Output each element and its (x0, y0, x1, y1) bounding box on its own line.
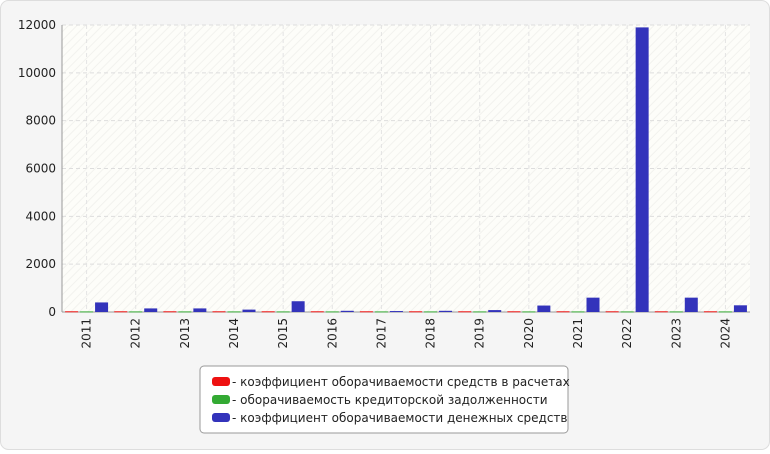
bar (507, 311, 521, 313)
bar (310, 311, 324, 313)
x-tick-label: 2011 (80, 318, 94, 349)
legend (199, 365, 569, 434)
x-tick-label: 2023 (669, 318, 683, 349)
bar (163, 311, 177, 313)
bar (389, 311, 403, 313)
bar (144, 308, 158, 312)
bar (718, 311, 732, 313)
bar (458, 311, 472, 313)
x-tick-label: 2021 (571, 318, 585, 349)
bar (261, 311, 275, 313)
x-tick-label: 2013 (178, 318, 192, 349)
bar (291, 301, 305, 312)
y-tick-label: 6000 (25, 162, 56, 176)
bar (620, 311, 634, 313)
bar (374, 311, 388, 313)
y-tick-label: 8000 (25, 114, 56, 128)
x-tick-label: 2012 (129, 318, 143, 349)
y-tick-label: 4000 (25, 209, 56, 223)
bar (473, 311, 487, 313)
bar (522, 311, 536, 313)
x-tick-label: 2014 (227, 318, 241, 349)
bar (114, 311, 128, 313)
bar (65, 311, 79, 313)
bar (212, 311, 226, 313)
bar (586, 297, 600, 312)
bar (488, 310, 502, 312)
legend-swatch (212, 395, 230, 404)
bar (325, 311, 339, 313)
bar (276, 311, 290, 313)
bar (178, 311, 192, 313)
legend-swatch (212, 377, 230, 386)
x-tick-label: 2016 (325, 318, 339, 349)
bar (684, 297, 698, 312)
y-tick-label: 12000 (18, 18, 56, 32)
legend-label: - оборачиваемость кредиторской задолженн… (232, 393, 548, 407)
y-tick-label: 0 (48, 305, 56, 319)
x-tick-label: 2022 (620, 318, 634, 349)
x-tick-label: 2020 (522, 318, 536, 349)
legend-label: - коэффициент оборачиваемости средств в … (232, 375, 570, 389)
x-tick-label: 2019 (473, 318, 487, 349)
bar (605, 311, 619, 313)
x-tick-label: 2018 (424, 318, 438, 349)
bar (409, 311, 423, 313)
bar (571, 311, 585, 313)
bar (95, 302, 109, 312)
y-tick-label: 2000 (25, 257, 56, 271)
bar (359, 311, 373, 313)
bar (537, 305, 551, 312)
bar (654, 311, 668, 313)
legend-swatch (212, 413, 230, 422)
x-tick-label: 2024 (718, 318, 732, 349)
x-tick-label: 2017 (374, 318, 388, 349)
bar (635, 27, 649, 313)
bar (129, 311, 143, 313)
y-tick-label: 10000 (18, 66, 56, 80)
bar (193, 308, 207, 312)
bar (669, 311, 683, 313)
bar (703, 311, 717, 313)
bar (340, 310, 354, 312)
bar (439, 310, 453, 312)
bar (242, 309, 256, 312)
bar (227, 311, 241, 313)
bar (80, 311, 94, 313)
legend-label: - коэффициент оборачиваемости денежных с… (232, 411, 568, 425)
x-tick-label: 2015 (276, 318, 290, 349)
bar (424, 311, 438, 313)
bar (733, 305, 747, 312)
bar (556, 311, 570, 313)
